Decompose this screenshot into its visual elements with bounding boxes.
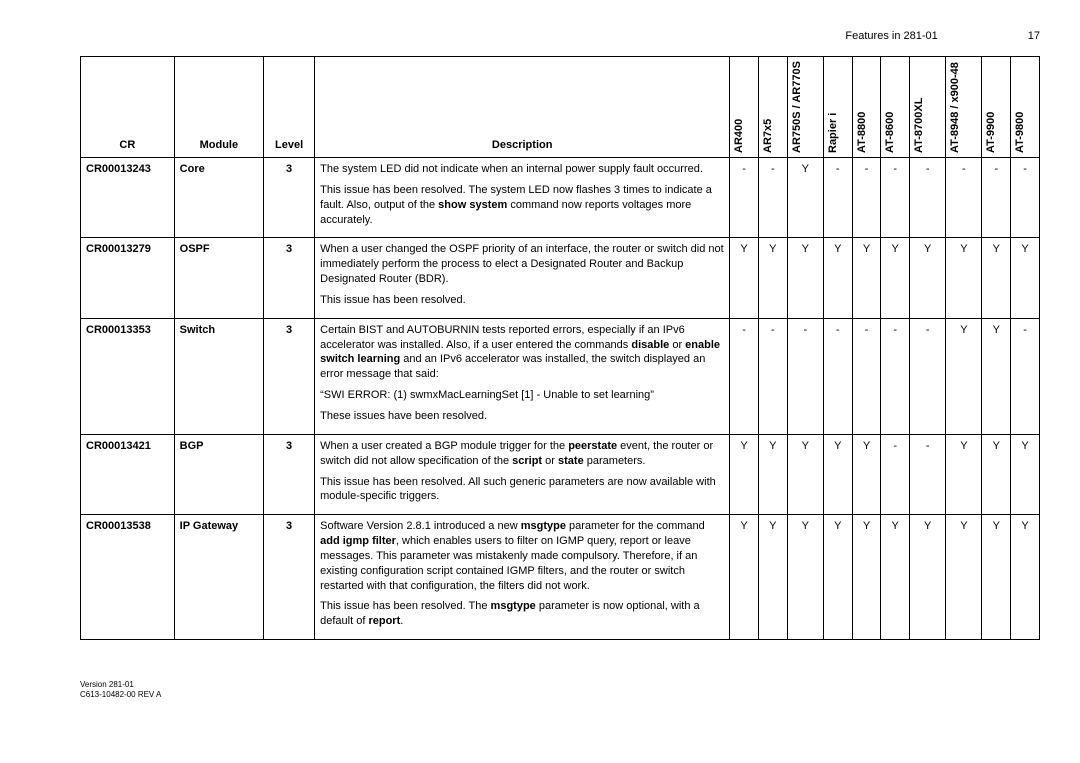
- cell-flag: -: [823, 158, 852, 238]
- cell-module: BGP: [174, 434, 263, 514]
- cell-flag: -: [910, 158, 946, 238]
- col-flag-4: AT-8800: [852, 57, 881, 158]
- cell-flag: -: [1011, 318, 1040, 434]
- cell-flag: -: [881, 434, 910, 514]
- cell-flag: Y: [946, 238, 982, 318]
- issues-table: CR Module Level Description AR400 AR7x5 …: [80, 56, 1040, 640]
- col-flag-5: AT-8600: [881, 57, 910, 158]
- page-number: 17: [1028, 30, 1040, 42]
- cell-flag: Y: [982, 434, 1011, 514]
- cell-flag: Y: [881, 515, 910, 640]
- cell-level: 3: [264, 318, 315, 434]
- cell-flag: Y: [910, 515, 946, 640]
- cell-flag: Y: [852, 515, 881, 640]
- col-flag-6: AT-8700XL: [910, 57, 946, 158]
- cell-flag: Y: [823, 238, 852, 318]
- cell-flag: Y: [946, 434, 982, 514]
- cell-flag: Y: [1011, 238, 1040, 318]
- table-row: CR00013279OSPF3When a user changed the O…: [81, 238, 1040, 318]
- cell-flag: Y: [758, 238, 787, 318]
- table-header-row: CR Module Level Description AR400 AR7x5 …: [81, 57, 1040, 158]
- cell-flag: Y: [852, 434, 881, 514]
- cell-description: When a user created a BGP module trigger…: [315, 434, 730, 514]
- cell-flag: Y: [1011, 434, 1040, 514]
- cell-flag: Y: [787, 515, 823, 640]
- table-row: CR00013243Core3The system LED did not in…: [81, 158, 1040, 238]
- cell-flag: Y: [730, 515, 759, 640]
- cell-flag: Y: [1011, 515, 1040, 640]
- footer-version: Version 281-01: [80, 680, 1040, 690]
- cell-flag: -: [881, 318, 910, 434]
- col-flag-9: AT-9800: [1011, 57, 1040, 158]
- cell-flag: Y: [823, 515, 852, 640]
- cell-module: Switch: [174, 318, 263, 434]
- cell-flag: Y: [758, 434, 787, 514]
- cell-flag: -: [758, 318, 787, 434]
- cell-flag: -: [910, 434, 946, 514]
- cell-flag: Y: [946, 318, 982, 434]
- cell-flag: Y: [881, 238, 910, 318]
- col-description: Description: [315, 57, 730, 158]
- page-footer: Version 281-01 C613-10482-00 REV A: [80, 680, 1040, 701]
- page-header: Features in 281-01 17: [80, 30, 1040, 42]
- col-flag-8: AT-9900: [982, 57, 1011, 158]
- cell-flag: Y: [852, 238, 881, 318]
- cell-flag: Y: [982, 318, 1011, 434]
- section-title: Features in 281-01: [845, 30, 937, 42]
- col-flag-3: Rapier i: [823, 57, 852, 158]
- cell-description: Certain BIST and AUTOBURNIN tests report…: [315, 318, 730, 434]
- cell-flag: Y: [730, 238, 759, 318]
- cell-flag: -: [730, 158, 759, 238]
- cell-level: 3: [264, 434, 315, 514]
- cell-flag: Y: [910, 238, 946, 318]
- footer-doc-id: C613-10482-00 REV A: [80, 690, 1040, 700]
- cell-flag: -: [787, 318, 823, 434]
- cell-flag: -: [852, 158, 881, 238]
- cell-level: 3: [264, 238, 315, 318]
- col-flag-0: AR400: [730, 57, 759, 158]
- col-flag-7: AT-8948 / x900-48: [946, 57, 982, 158]
- cell-flag: -: [1011, 158, 1040, 238]
- col-flag-1: AR7x5: [758, 57, 787, 158]
- col-module: Module: [174, 57, 263, 158]
- cell-flag: -: [758, 158, 787, 238]
- cell-flag: -: [982, 158, 1011, 238]
- cell-module: Core: [174, 158, 263, 238]
- table-row: CR00013538IP Gateway3Software Version 2.…: [81, 515, 1040, 640]
- table-row: CR00013353Switch3Certain BIST and AUTOBU…: [81, 318, 1040, 434]
- col-flag-2: AR750S / AR770S: [787, 57, 823, 158]
- cell-cr: CR00013279: [81, 238, 175, 318]
- cell-cr: CR00013353: [81, 318, 175, 434]
- cell-cr: CR00013421: [81, 434, 175, 514]
- cell-level: 3: [264, 158, 315, 238]
- cell-description: Software Version 2.8.1 introduced a new …: [315, 515, 730, 640]
- cell-flag: Y: [946, 515, 982, 640]
- cell-flag: Y: [730, 434, 759, 514]
- cell-flag: Y: [982, 515, 1011, 640]
- cell-description: The system LED did not indicate when an …: [315, 158, 730, 238]
- cell-flag: Y: [823, 434, 852, 514]
- cell-flag: -: [852, 318, 881, 434]
- cell-cr: CR00013243: [81, 158, 175, 238]
- cell-flag: Y: [787, 158, 823, 238]
- cell-flag: -: [910, 318, 946, 434]
- cell-flag: -: [881, 158, 910, 238]
- cell-flag: Y: [758, 515, 787, 640]
- cell-module: IP Gateway: [174, 515, 263, 640]
- cell-flag: -: [730, 318, 759, 434]
- col-level: Level: [264, 57, 315, 158]
- cell-flag: -: [946, 158, 982, 238]
- cell-module: OSPF: [174, 238, 263, 318]
- cell-flag: Y: [982, 238, 1011, 318]
- cell-flag: Y: [787, 434, 823, 514]
- col-cr: CR: [81, 57, 175, 158]
- cell-description: When a user changed the OSPF priority of…: [315, 238, 730, 318]
- table-row: CR00013421BGP3When a user created a BGP …: [81, 434, 1040, 514]
- cell-flag: Y: [787, 238, 823, 318]
- cell-level: 3: [264, 515, 315, 640]
- cell-cr: CR00013538: [81, 515, 175, 640]
- cell-flag: -: [823, 318, 852, 434]
